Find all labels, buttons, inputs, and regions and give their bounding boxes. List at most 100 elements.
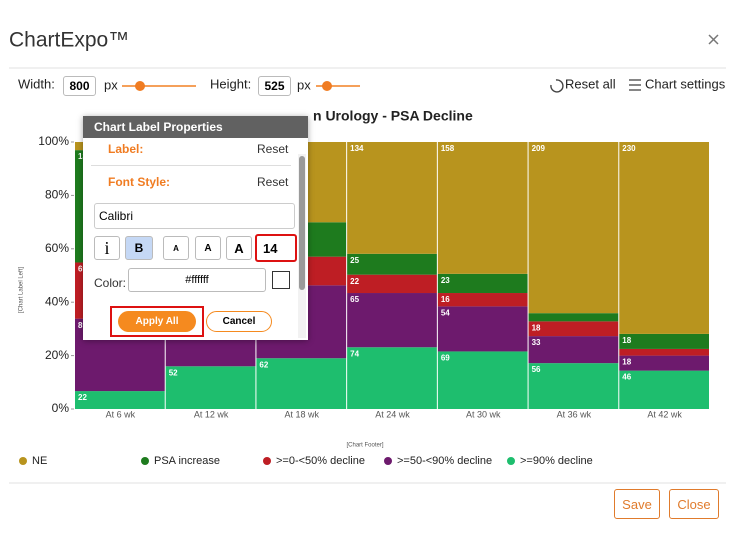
y-tick-label: 20% [45, 348, 69, 362]
font-select[interactable]: Calibri [94, 203, 295, 229]
y-tick-label: 80% [45, 188, 69, 202]
bar-segment [347, 274, 437, 294]
y-tick-label: 60% [45, 241, 69, 255]
data-label: 25 [350, 256, 359, 265]
data-label: 62 [259, 360, 268, 369]
data-label: 18 [532, 323, 541, 332]
data-label: 158 [441, 144, 455, 153]
legend-label: >=90% decline [520, 455, 593, 467]
highlight [110, 306, 204, 337]
data-label: 134 [350, 144, 364, 153]
app-title: ChartExpo™ [9, 29, 129, 52]
size-small[interactable]: A [163, 236, 189, 260]
data-label: 69 [78, 265, 87, 274]
y-axis-label: [Chart Label Left] [19, 267, 25, 313]
height-input[interactable]: 525 [258, 76, 291, 96]
x-tick-label: At 42 wk [647, 409, 682, 419]
height-label: Height: [210, 76, 251, 91]
legend-swatch [19, 457, 27, 465]
data-label: 33 [532, 338, 541, 347]
width-label: Width: [18, 76, 55, 91]
color-swatch[interactable] [272, 271, 290, 289]
settings-icon[interactable] [629, 79, 641, 91]
bar-segment [437, 293, 528, 307]
close-button[interactable]: Close [669, 489, 719, 519]
x-tick-label: At 24 wk [375, 409, 410, 419]
data-label: 22 [78, 393, 87, 402]
bar-segment [347, 253, 437, 275]
bar-segment [528, 363, 619, 409]
bar-segment [437, 273, 528, 294]
cancel-button[interactable]: Cancel [206, 311, 272, 332]
size-large[interactable]: A [226, 236, 252, 260]
bar-segment [347, 293, 437, 348]
data-label: 209 [532, 144, 546, 153]
width-knob[interactable] [135, 81, 145, 91]
bar-segment [619, 370, 709, 409]
bar-segment [437, 351, 528, 409]
bar-segment [256, 358, 347, 409]
scroll-thumb[interactable] [299, 156, 305, 290]
divider [91, 165, 291, 166]
bold-button[interactable]: B [125, 236, 153, 260]
x-tick-label: At 6 wk [106, 409, 136, 419]
bar-segment [528, 313, 619, 322]
x-tick-label: At 36 wk [557, 409, 592, 419]
data-label: 18 [622, 336, 631, 345]
bar-segment [347, 347, 437, 409]
reset-font[interactable]: Reset [257, 175, 289, 189]
bar-segment [619, 355, 709, 371]
data-label: 74 [350, 349, 359, 358]
bar-segment [619, 142, 709, 334]
data-label: 230 [622, 144, 636, 153]
legend-label: PSA increase [154, 455, 220, 467]
x-tick-label: At 12 wk [194, 409, 229, 419]
legend-label: >=50-<90% decline [397, 455, 492, 467]
popup-title: Chart Label Properties [83, 116, 308, 138]
data-label: 23 [441, 276, 450, 285]
x-tick-label: At 30 wk [466, 409, 501, 419]
size-medium[interactable]: A [195, 236, 221, 260]
font-size-select[interactable]: 14 [255, 234, 297, 262]
bar-segment [165, 366, 256, 409]
label-properties-popup: Chart Label Properties Label: Reset Font… [83, 116, 308, 340]
label-section[interactable]: Label: [108, 142, 144, 156]
bar-segment [528, 336, 619, 364]
bar-segment [619, 333, 709, 349]
bar-segment [75, 391, 165, 409]
legend-swatch [507, 457, 515, 465]
reset-all[interactable]: Reset all [565, 76, 616, 91]
chart-settings[interactable]: Chart settings [645, 76, 726, 91]
bar-segment [437, 306, 528, 352]
chart-footer: [Chart Footer] [346, 443, 383, 449]
data-label: 65 [350, 295, 359, 304]
apply-all-button[interactable]: Apply All [118, 311, 196, 332]
legend-swatch [141, 457, 149, 465]
color-input[interactable]: #ffffff [128, 268, 266, 292]
reset-label[interactable]: Reset [257, 142, 289, 156]
bar-segment [528, 142, 619, 314]
height-knob[interactable] [322, 81, 332, 91]
data-label: 56 [532, 365, 541, 374]
legend-label: >=0-<50% decline [276, 455, 365, 467]
x-tick-label: At 18 wk [285, 409, 320, 419]
data-label: 52 [169, 368, 178, 377]
italic-button[interactable]: i [94, 236, 120, 260]
reset-icon[interactable] [550, 79, 564, 93]
legend-label: NE [32, 455, 47, 467]
color-label: Color: [94, 276, 127, 290]
width-unit: px [104, 77, 118, 92]
width-input[interactable]: 800 [63, 76, 96, 96]
font-style-section[interactable]: Font Style: [108, 175, 170, 189]
save-button[interactable]: Save [614, 489, 660, 519]
chart-title: n Urology - PSA Decline [313, 108, 473, 124]
data-label: 69 [441, 354, 450, 363]
data-label: 46 [622, 373, 631, 382]
data-label: 16 [441, 295, 450, 304]
legend-swatch [263, 457, 271, 465]
bar-segment [619, 348, 709, 356]
legend-swatch [384, 457, 392, 465]
y-tick-label: 40% [45, 294, 69, 308]
close-icon[interactable] [708, 34, 719, 45]
